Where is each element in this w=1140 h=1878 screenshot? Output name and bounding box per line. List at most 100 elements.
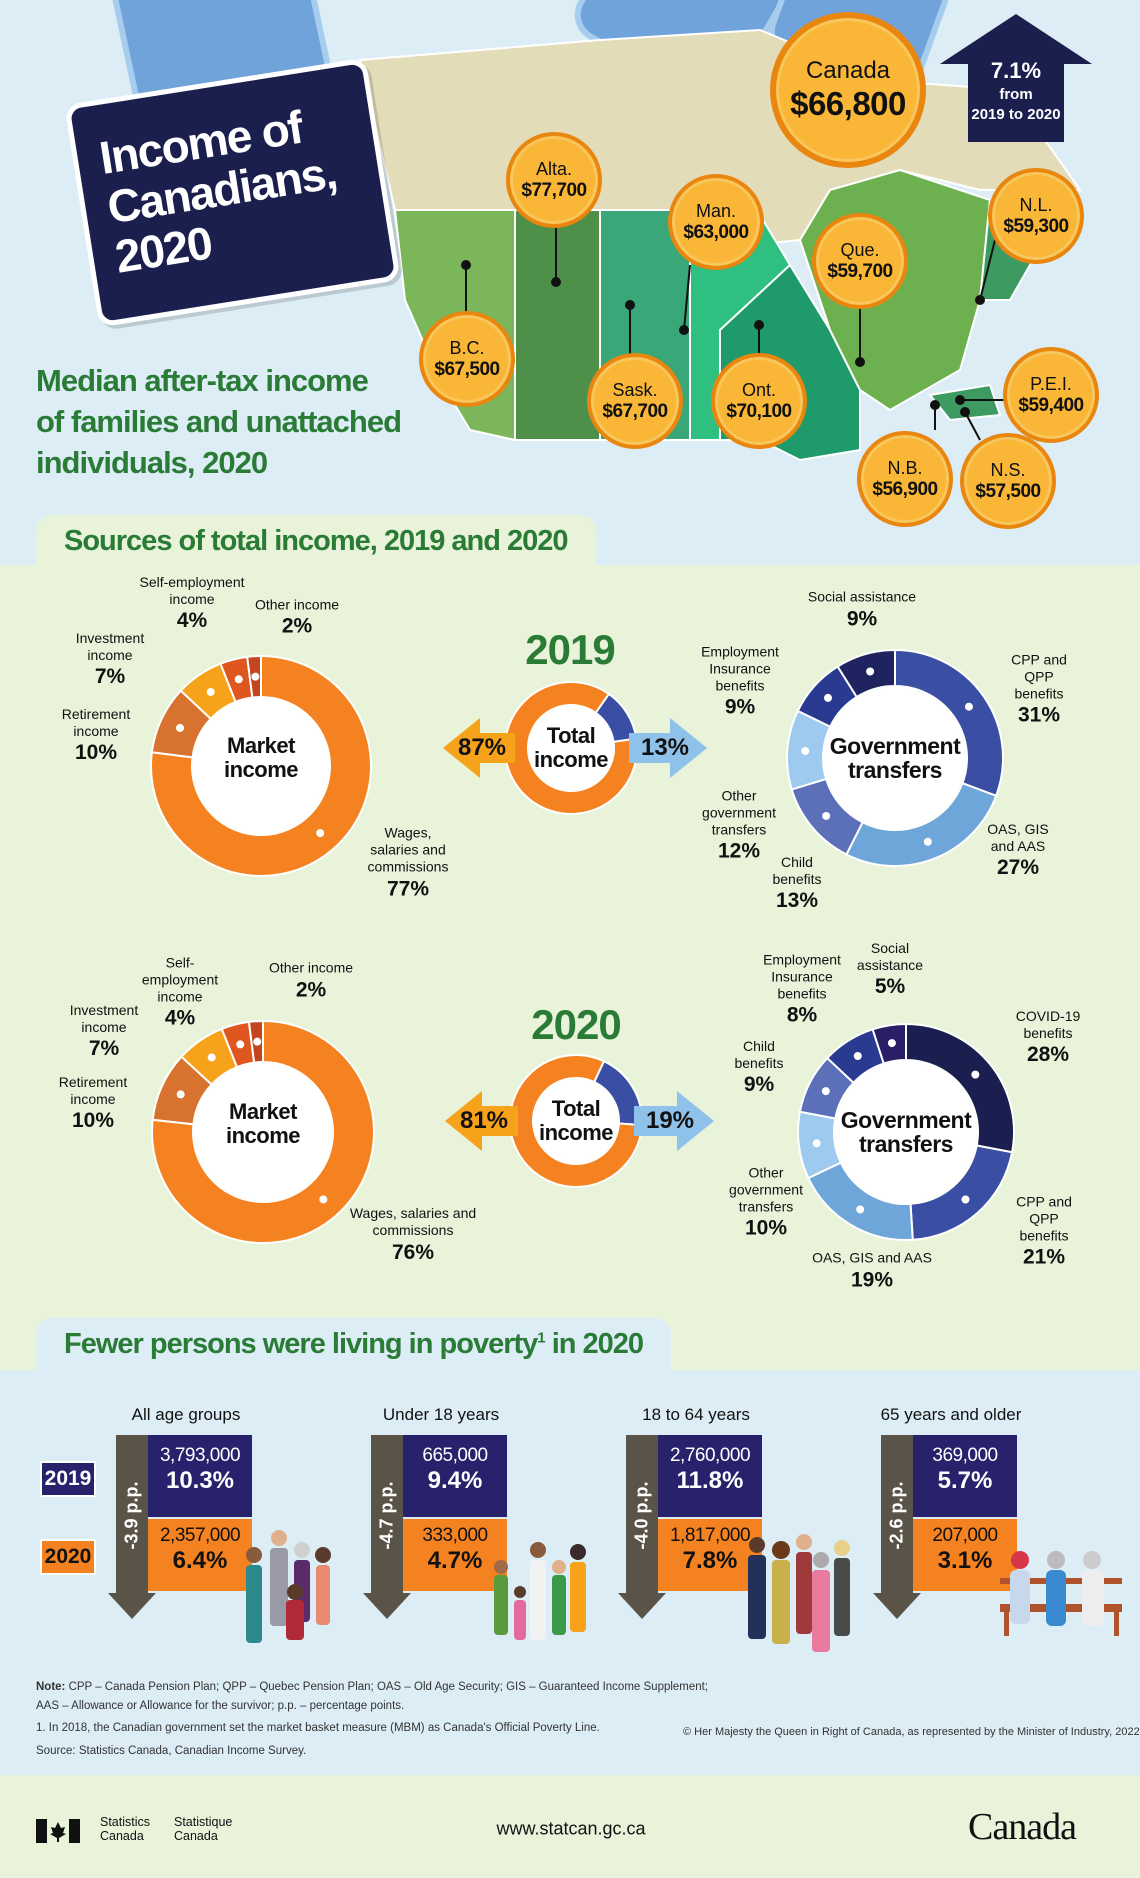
up-arrow-icon xyxy=(940,14,1092,142)
statcan-en: Statistics Canada xyxy=(100,1815,150,1843)
rate-2019: 9.4% xyxy=(427,1467,483,1494)
down-arrow-icon xyxy=(873,1593,921,1619)
age-group-header: All age groups xyxy=(131,1405,241,1424)
infographic-title: Income of Canadians, 2020 xyxy=(64,57,401,328)
donut-slice-wages-salaries-and-commissions xyxy=(150,654,372,877)
canada-wordmark: Canada xyxy=(968,1806,1077,1848)
coin-nova-scotia: N.S. $57,500 xyxy=(960,433,1056,529)
count-2019: 2,760,000 xyxy=(669,1445,751,1466)
count-2020: 207,000 xyxy=(932,1525,998,1546)
slice-marker xyxy=(823,693,832,702)
poverty-2019-box: 369,000 5.7% xyxy=(913,1435,1017,1517)
coin-label: Ont. xyxy=(741,379,776,400)
poverty-2020-box: 2,357,000 6.4% xyxy=(148,1519,252,1591)
coin-label: Sask. xyxy=(612,379,658,400)
count-2019: 665,000 xyxy=(422,1445,488,1466)
coin-value: $70,100 xyxy=(726,400,792,422)
percentage-point-change: -2.6 p.p. xyxy=(886,1481,907,1550)
coin-quebec: Que. $59,700 xyxy=(812,213,908,309)
change-period: 2019 to 2020 xyxy=(971,106,1061,123)
subtitle-line: Median after-tax income xyxy=(36,363,369,398)
donut-hole xyxy=(824,687,966,829)
coin-label: N.L. xyxy=(1019,194,1053,215)
donut-slice-market-income xyxy=(509,1054,643,1188)
change-percent: 7.1% xyxy=(990,58,1042,83)
website-link[interactable]: www.statcan.gc.ca xyxy=(496,1818,646,1839)
coin-value: $59,700 xyxy=(827,260,893,282)
count-2019: 3,793,000 xyxy=(159,1445,241,1466)
canada-flag-icon xyxy=(36,1819,80,1843)
rate-2020: 6.4% xyxy=(172,1547,228,1574)
coin-saskatchewan: Sask. $67,700 xyxy=(587,353,683,449)
slice-marker xyxy=(234,675,243,684)
poverty-2019-box: 2,760,000 11.8% xyxy=(658,1435,762,1517)
slice-marker xyxy=(319,1195,328,1204)
sources-heading: Sources of total income, 2019 and 2020 xyxy=(36,515,596,567)
coin-value: $59,400 xyxy=(1018,394,1084,416)
copyright: © Her Majesty the Queen in Right of Cana… xyxy=(683,1726,1140,1738)
label-text: CPP – Canada Pension Plan; QPP – Quebec … xyxy=(65,1681,709,1693)
slice-marker xyxy=(801,747,810,756)
donut-hole xyxy=(534,1079,618,1163)
donut-charts xyxy=(150,648,1015,1244)
coin-manitoba: Man. $63,000 xyxy=(668,174,764,270)
coin-value: $56,900 xyxy=(872,478,938,500)
map-subtitle: Median after-tax income of families and … xyxy=(36,360,436,483)
coin-value: $67,700 xyxy=(602,400,668,422)
sources-section xyxy=(0,565,1140,1370)
slice-marker xyxy=(253,1037,262,1046)
label-text: Fewer persons were living in poverty xyxy=(64,1328,538,1360)
footer: Statistics Canada Statistique Canada www.s… xyxy=(0,1775,1140,1878)
coin-value: $77,700 xyxy=(521,179,587,201)
percentage-point-change: -4.0 p.p. xyxy=(631,1481,652,1550)
poverty-2019-box: 665,000 9.4% xyxy=(403,1435,507,1517)
down-arrow-icon xyxy=(618,1593,666,1619)
slice-marker xyxy=(856,1205,865,1214)
rate-2020: 4.7% xyxy=(427,1547,483,1574)
slice-marker xyxy=(207,1053,216,1062)
donut-slice-wages-salaries-and-commissions xyxy=(151,1019,375,1244)
coin-ontario: Ont. $70,100 xyxy=(711,353,807,449)
count-2020: 1,817,000 xyxy=(669,1525,751,1546)
slice-marker xyxy=(822,811,831,820)
percentage-point-change: -4.7 p.p. xyxy=(376,1481,397,1550)
label-text: Canada xyxy=(174,1829,218,1843)
donut-hole xyxy=(194,1063,332,1201)
coin-label: N.S. xyxy=(990,459,1026,480)
decrease-arrow xyxy=(371,1435,403,1595)
map-maritimes xyxy=(928,383,1002,422)
rate-2019: 5.7% xyxy=(937,1467,993,1494)
change-arrow: 7.1% from 2019 to 2020 xyxy=(940,14,1092,142)
coin-bc: B.C. $67,500 xyxy=(419,311,515,407)
count-2019: 369,000 xyxy=(932,1445,998,1466)
decrease-arrow xyxy=(116,1435,148,1595)
arrow-left-icon xyxy=(445,1091,518,1151)
coin-label: Que. xyxy=(840,239,880,260)
statcan-fr: Statistique Canada xyxy=(174,1815,232,1843)
coin-value: $63,000 xyxy=(683,221,749,243)
poverty-2020-box: 1,817,000 7.8% xyxy=(658,1519,762,1591)
donut-slice-cpp-and-qpp-benefits xyxy=(894,648,1004,798)
coin-value: $57,500 xyxy=(975,480,1041,502)
slice-marker xyxy=(971,1070,980,1079)
coin-newfoundland: N.L. $59,300 xyxy=(988,168,1084,264)
down-arrow-icon xyxy=(363,1593,411,1619)
poverty-2019-box: 3,793,000 10.3% xyxy=(148,1435,252,1517)
source-note: Source: Statistics Canada, Canadian Inco… xyxy=(36,1745,307,1757)
slice-marker xyxy=(176,1090,185,1099)
slice-marker xyxy=(206,687,215,696)
coin-value: $66,800 xyxy=(790,85,906,122)
count-2020: 333,000 xyxy=(422,1525,488,1546)
arrow-left-icon xyxy=(443,718,515,778)
down-arrow-icon xyxy=(108,1593,156,1619)
slice-marker xyxy=(923,837,932,846)
label-text: Note: xyxy=(36,1681,66,1693)
arrow-right-icon xyxy=(634,1091,714,1151)
slice-marker xyxy=(251,672,260,681)
slice-marker xyxy=(866,667,875,676)
coin-alberta: Alta. $77,700 xyxy=(506,132,602,228)
coin-label: Alta. xyxy=(535,158,573,179)
coin-value: $67,500 xyxy=(434,358,500,380)
poverty-2020-box: 207,000 3.1% xyxy=(913,1519,1017,1591)
label-text: Statistics xyxy=(100,1815,151,1829)
